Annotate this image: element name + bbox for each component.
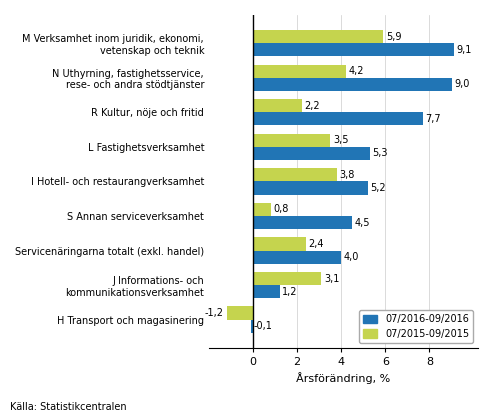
Bar [253, 238, 306, 250]
Text: 5,3: 5,3 [373, 149, 388, 158]
Bar [253, 64, 346, 78]
Text: 0,8: 0,8 [274, 204, 289, 214]
Bar [253, 112, 423, 126]
Text: 1,2: 1,2 [282, 287, 298, 297]
X-axis label: Årsförändring, %: Årsförändring, % [296, 372, 390, 384]
Text: 2,2: 2,2 [304, 101, 320, 111]
Text: 4,0: 4,0 [344, 252, 359, 262]
Bar [227, 307, 253, 319]
Text: 9,0: 9,0 [454, 79, 469, 89]
Text: -0,1: -0,1 [253, 321, 273, 331]
Text: 3,1: 3,1 [324, 273, 340, 284]
Text: 5,2: 5,2 [370, 183, 386, 193]
Bar [253, 216, 352, 229]
Bar [253, 78, 452, 91]
Text: 5,9: 5,9 [386, 32, 401, 42]
Legend: 07/2016-09/2016, 07/2015-09/2015: 07/2016-09/2016, 07/2015-09/2015 [359, 310, 473, 343]
Bar [253, 30, 383, 43]
Bar [253, 285, 280, 298]
Bar [253, 43, 454, 57]
Bar [253, 147, 370, 160]
Text: Källa: Statistikcentralen: Källa: Statistikcentralen [10, 402, 127, 412]
Bar [253, 168, 337, 181]
Bar [253, 181, 368, 195]
Bar [251, 319, 253, 333]
Bar [253, 99, 302, 112]
Text: -1,2: -1,2 [205, 308, 224, 318]
Text: 7,7: 7,7 [425, 114, 441, 124]
Text: 4,5: 4,5 [355, 218, 370, 228]
Text: 9,1: 9,1 [457, 45, 472, 55]
Bar [253, 203, 271, 216]
Text: 3,5: 3,5 [333, 135, 349, 145]
Text: 4,2: 4,2 [349, 66, 364, 76]
Text: 2,4: 2,4 [309, 239, 324, 249]
Bar [253, 272, 321, 285]
Text: 3,8: 3,8 [340, 170, 355, 180]
Bar [253, 250, 341, 264]
Bar [253, 134, 330, 147]
